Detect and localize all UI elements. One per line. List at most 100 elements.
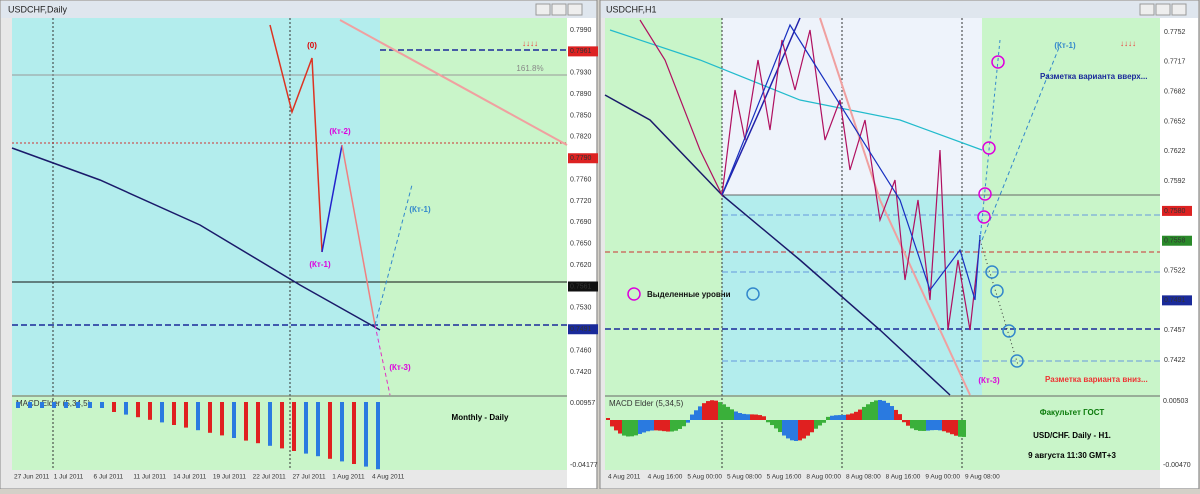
macd-bar bbox=[910, 420, 914, 429]
wave-label: (Кт-2) bbox=[329, 127, 351, 136]
date-label: 5 Aug 00:00 bbox=[687, 474, 722, 481]
macd-bar bbox=[954, 420, 958, 436]
price-label: 0.7650 bbox=[570, 241, 592, 248]
macd-bar bbox=[714, 400, 718, 420]
macd-bar bbox=[878, 399, 882, 420]
macd-bar bbox=[914, 420, 918, 431]
wave-label: (Кт-3) bbox=[978, 376, 1000, 385]
macd-bar bbox=[674, 420, 678, 431]
title-bar bbox=[1, 1, 596, 18]
macd-bar bbox=[918, 420, 922, 431]
window-title: USDCHF,Daily bbox=[8, 4, 68, 14]
wave-label: (Кт-1) bbox=[409, 205, 431, 214]
maximize-button[interactable] bbox=[551, 3, 567, 16]
price-label: 0.7752 bbox=[1164, 29, 1186, 36]
macd-bar bbox=[814, 420, 818, 429]
legend-marker bbox=[746, 287, 760, 301]
macd-scale: -0.00470 bbox=[1163, 462, 1191, 469]
macd-bar bbox=[886, 402, 890, 420]
price-labels: 0.7752 0.7717 0.7682 0.7652 0.7622 0.7592 0.75… bbox=[1162, 29, 1192, 364]
macd-bar bbox=[614, 420, 618, 431]
macd-bar bbox=[76, 402, 80, 408]
macd-bar bbox=[810, 420, 814, 433]
price-label: 0.7990 bbox=[570, 27, 592, 34]
pair-title: USD/CHF. Daily - H1. bbox=[1033, 431, 1111, 440]
macd-bar bbox=[148, 402, 152, 420]
macd-bar bbox=[28, 402, 32, 408]
macd-bar bbox=[830, 415, 834, 420]
macd-bar bbox=[64, 402, 68, 408]
window-title: USDCHF,H1 bbox=[606, 4, 657, 14]
macd-bar bbox=[854, 411, 858, 420]
macd-bar bbox=[782, 420, 786, 436]
price-label: 0.7717 bbox=[1164, 59, 1186, 66]
macd-bar bbox=[52, 402, 56, 408]
wave-line bbox=[269, 24, 323, 253]
price-label: 0.7890 bbox=[570, 91, 592, 98]
minimize-button[interactable] bbox=[535, 3, 551, 16]
price-highlight bbox=[568, 153, 598, 164]
macd-bar bbox=[730, 409, 734, 420]
price-label: 0.7720 bbox=[570, 198, 592, 205]
price-label: 0.7930 bbox=[570, 70, 592, 77]
macd-bar bbox=[774, 420, 778, 429]
macd-bar bbox=[232, 402, 236, 438]
wave-label: (Кт-1) bbox=[309, 260, 331, 269]
projection bbox=[979, 239, 1019, 366]
macd-bar bbox=[950, 420, 954, 435]
macd-bar bbox=[902, 420, 906, 423]
macd-bar bbox=[842, 414, 846, 420]
macd-bar bbox=[746, 414, 750, 420]
macd-bar bbox=[958, 420, 962, 437]
price-axis bbox=[567, 18, 596, 488]
projection bbox=[374, 324, 391, 396]
price-label: 0.7760 bbox=[570, 176, 592, 183]
maximize-button[interactable] bbox=[1155, 3, 1171, 16]
macd-bar bbox=[882, 400, 886, 420]
macd-bar bbox=[292, 402, 296, 451]
macd-bar bbox=[742, 413, 746, 420]
price-label: 0.7491 bbox=[1164, 297, 1186, 304]
macd-bar bbox=[124, 402, 128, 415]
wave-label: (Кт-1) bbox=[1054, 41, 1076, 50]
macd-bar bbox=[208, 402, 212, 433]
macd-bar bbox=[818, 420, 822, 426]
macd-bar bbox=[136, 402, 140, 418]
macd-bar bbox=[670, 420, 674, 432]
projection bbox=[981, 44, 1061, 241]
close-button[interactable] bbox=[567, 3, 583, 16]
price-highlight bbox=[568, 324, 598, 335]
price-label: 0.7592 bbox=[1164, 178, 1186, 185]
wave-label: (Кт-3) bbox=[389, 363, 411, 372]
price-highlight bbox=[1162, 205, 1192, 216]
left-window: USDCHF,Daily (0) (Кт-2) (Кт-1) (Кт-1) (К… bbox=[0, 0, 598, 490]
macd-scale: 0.00957 bbox=[570, 400, 595, 407]
macd-bar bbox=[268, 402, 272, 446]
date-label: 5 Aug 08:00 bbox=[727, 474, 762, 481]
date-label: 8 Aug 08:00 bbox=[846, 474, 881, 481]
macd-bar bbox=[694, 410, 698, 420]
close-button[interactable] bbox=[1171, 3, 1187, 16]
macd-bar bbox=[650, 420, 654, 431]
price-label: 0.7580 bbox=[1164, 208, 1186, 215]
macd-bar bbox=[874, 400, 878, 420]
macd-bar bbox=[658, 420, 662, 431]
zone bbox=[12, 18, 380, 395]
macd-bar bbox=[328, 402, 332, 459]
price-label: 0.7460 bbox=[570, 347, 592, 354]
macd-bar bbox=[710, 400, 714, 420]
macd-bar bbox=[898, 414, 902, 420]
macd-bar bbox=[934, 420, 938, 431]
date-label: 8 Aug 00:00 bbox=[806, 474, 841, 481]
price-label: 0.7790 bbox=[570, 155, 592, 162]
macd-bar bbox=[706, 401, 710, 420]
minimize-button[interactable] bbox=[1139, 3, 1155, 16]
macd-bar bbox=[794, 420, 798, 441]
macd-bar bbox=[256, 402, 260, 444]
date-label: 27 Jun 2011 bbox=[14, 474, 50, 481]
macd-bar bbox=[770, 420, 774, 426]
marker bbox=[978, 187, 992, 201]
price-label: 0.7652 bbox=[1164, 118, 1186, 125]
price-label: 0.7622 bbox=[1164, 148, 1186, 155]
